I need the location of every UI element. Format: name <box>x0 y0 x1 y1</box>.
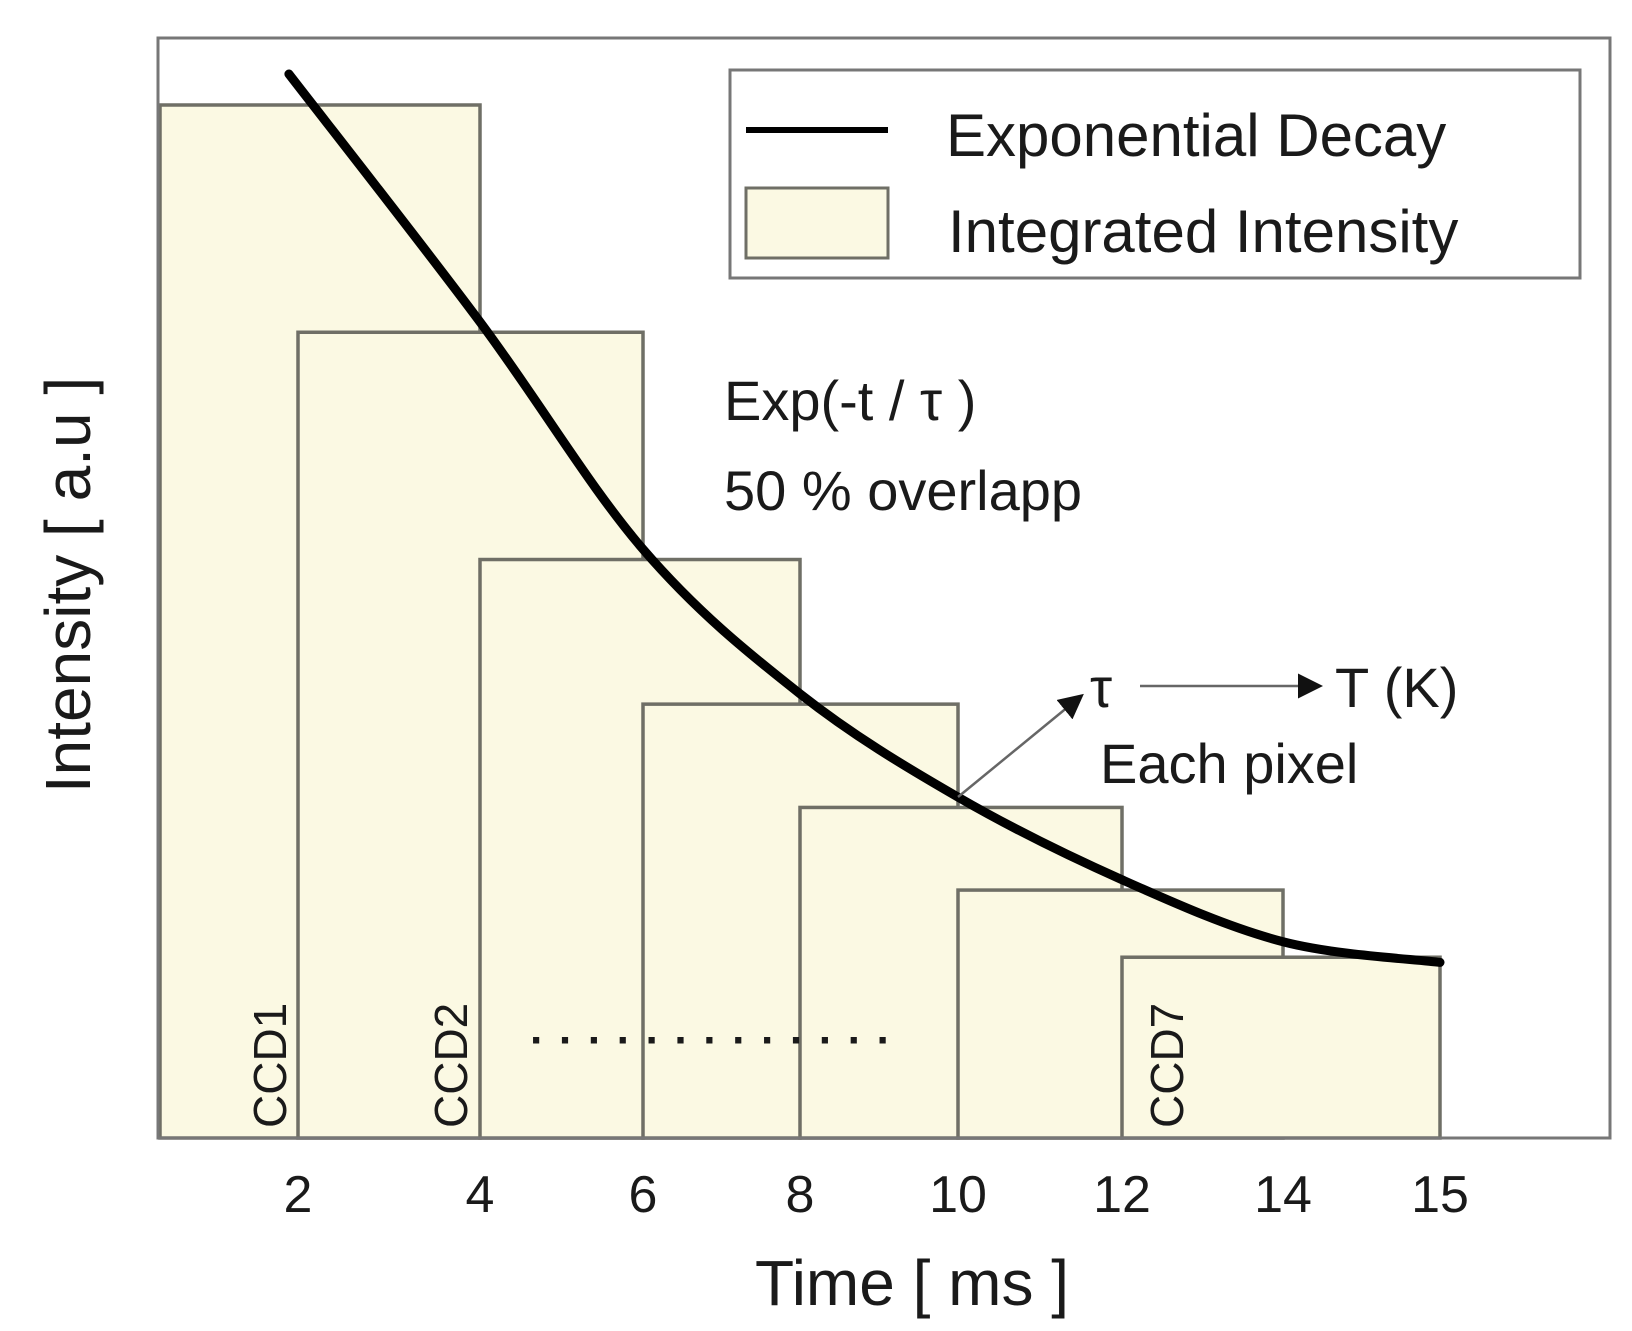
exponential-decay-curve <box>284 69 1445 967</box>
x-tick-labels: 2 4 6 8 10 12 14 15 <box>284 1166 1469 1224</box>
x-tick-label: 12 <box>1093 1166 1151 1224</box>
x-tick-label: 15 <box>1411 1166 1469 1224</box>
legend-label-integrated-intensity: Integrated Intensity <box>948 198 1458 265</box>
annotation-formula: Exp(-t / τ ) <box>724 369 976 432</box>
ccd2-label: CCD2 <box>425 1003 477 1128</box>
annotation-each-pixel: Each pixel <box>1100 732 1358 795</box>
y-axis-title: Intensity [ a.u ] <box>32 377 104 793</box>
integrated-intensity-bars <box>158 103 1442 1140</box>
x-tick-label: 2 <box>284 1166 313 1224</box>
annotation-temperature: T (K) <box>1335 656 1458 719</box>
ccd7-label: CCD7 <box>1141 1003 1193 1128</box>
legend-fill-swatch <box>744 186 890 260</box>
integrated-intensity-bar <box>1120 955 1442 1140</box>
annotation-tau: τ <box>1090 656 1112 719</box>
x-tick-label: 8 <box>786 1166 815 1224</box>
ccd1-label: CCD1 <box>244 1003 296 1128</box>
annotation-overlap: 50 % overlapp <box>724 459 1082 522</box>
ellipsis-dots: · · · · · · · · · · · · · <box>530 1016 892 1065</box>
legend-label-exponential-decay: Exponential Decay <box>946 102 1446 169</box>
x-tick-label: 14 <box>1254 1166 1312 1224</box>
x-tick-label: 4 <box>466 1166 495 1224</box>
x-tick-label: 6 <box>629 1166 658 1224</box>
x-axis-title: Time [ ms ] <box>755 1247 1069 1319</box>
legend: Exponential Decay Integrated Intensity <box>728 68 1582 280</box>
x-tick-label: 10 <box>929 1166 987 1224</box>
pixel-pointer-arrow <box>957 693 1084 798</box>
